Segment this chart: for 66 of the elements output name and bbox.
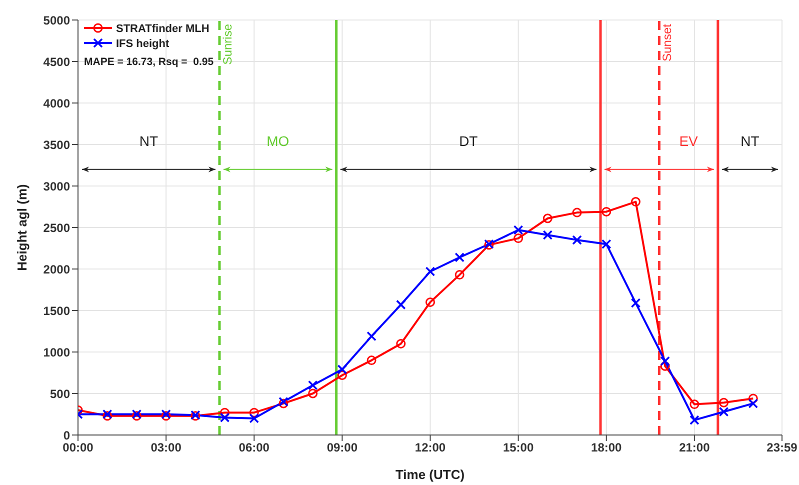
y-tick-label: 3500 <box>43 138 70 152</box>
y-tick-label: 1000 <box>43 345 70 360</box>
point <box>748 398 758 408</box>
point <box>719 398 729 408</box>
y-tick-label: 1500 <box>43 304 70 318</box>
point <box>366 331 376 342</box>
y-tick-label: 500 <box>50 386 70 401</box>
x-tick-label: 00:00 <box>62 440 94 455</box>
annotation: NT <box>740 133 760 150</box>
annotation: MAPE = 16.73, Rsq = 0.95 <box>84 56 214 68</box>
point <box>542 230 553 240</box>
point <box>249 408 259 418</box>
point <box>454 270 464 280</box>
point <box>454 252 465 262</box>
point <box>426 297 435 307</box>
y-tick-label: 0 <box>63 428 70 442</box>
point <box>630 298 641 308</box>
x-tick-label: 09:00 <box>326 440 358 455</box>
legend-label: STRATfinder MLH <box>116 23 210 35</box>
ref-line-label: Sunrise <box>220 24 234 65</box>
annotation: EV <box>679 133 699 150</box>
point <box>601 239 612 249</box>
annotation: NT <box>139 133 159 150</box>
point <box>513 225 524 235</box>
y-tick-label: 4000 <box>43 96 70 110</box>
y-tick-label: 2000 <box>43 262 70 276</box>
point <box>337 370 347 380</box>
point <box>660 356 670 366</box>
x-tick-label: 03:00 <box>150 440 182 455</box>
point <box>660 361 670 371</box>
point <box>572 208 582 218</box>
legend-label: IFS height <box>116 38 170 50</box>
x-tick-label: 06:00 <box>238 440 270 455</box>
annotation: DT <box>459 133 478 150</box>
point <box>220 408 230 418</box>
point <box>602 206 612 216</box>
ref-line-label: Sunset <box>660 23 674 62</box>
point <box>366 356 376 366</box>
point <box>308 380 318 390</box>
point <box>308 388 318 398</box>
x-tick-label: 18:00 <box>591 440 622 455</box>
point <box>425 266 436 276</box>
point <box>396 300 406 310</box>
x-tick-label: 23:59 <box>766 440 798 455</box>
point <box>396 338 406 348</box>
point <box>718 406 729 417</box>
point <box>690 400 700 410</box>
x-axis-title: Time (UTC) <box>395 467 465 482</box>
point <box>249 414 260 424</box>
point <box>572 235 582 245</box>
point <box>690 415 700 425</box>
point <box>630 197 640 207</box>
point <box>748 394 758 404</box>
x-tick-label: 21:00 <box>679 440 710 455</box>
y-tick-label: 5000 <box>43 13 70 28</box>
point <box>337 364 348 374</box>
y-tick-label: 4500 <box>43 54 70 69</box>
y-axis-title: Height agl (m) <box>14 184 30 271</box>
y-tick-label: 3000 <box>43 179 70 194</box>
annotation: MO <box>266 133 290 150</box>
point <box>514 234 524 244</box>
point <box>542 214 552 224</box>
point <box>220 412 230 422</box>
x-tick-label: 15:00 <box>502 440 534 455</box>
x-tick-label: 12:00 <box>414 440 446 455</box>
y-tick-label: 2500 <box>43 220 70 235</box>
